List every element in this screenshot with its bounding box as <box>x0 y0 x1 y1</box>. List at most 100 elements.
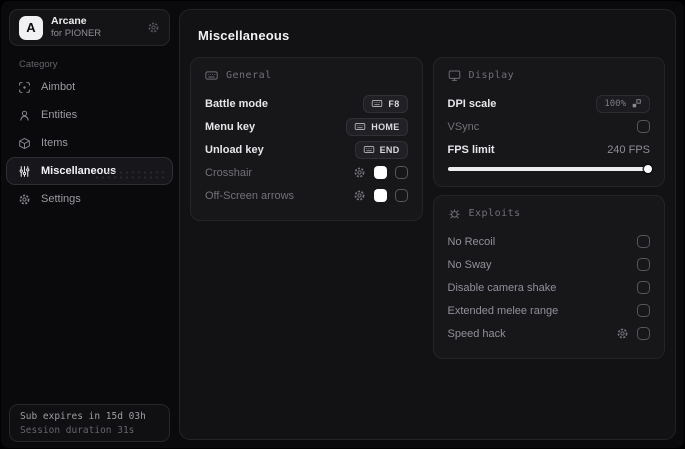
setting-row: Crosshair <box>205 161 408 184</box>
app-logo: A <box>19 15 43 40</box>
gear-icon[interactable] <box>353 189 366 202</box>
setting-controls <box>637 235 650 248</box>
display-panel: Display DPI scale 100% VSync F <box>432 57 665 187</box>
checkbox[interactable] <box>637 258 650 271</box>
scale-icon <box>631 98 642 109</box>
keybind-button[interactable]: END <box>354 140 408 159</box>
gear-icon[interactable] <box>147 21 160 34</box>
box-icon <box>18 137 31 150</box>
checkbox[interactable] <box>637 327 650 340</box>
checkbox[interactable] <box>637 304 650 317</box>
sidebar-item-entities[interactable]: Entities <box>6 101 173 129</box>
setting-controls: END <box>354 140 408 159</box>
subscription-status-card: Sub expires in 15d 03h Session duration … <box>9 404 170 442</box>
dpi-scale-value: 100% <box>604 98 626 109</box>
sidebar-item-aimbot[interactable]: Aimbot <box>6 73 173 101</box>
sliders-icon <box>18 165 31 178</box>
fps-slider-knob[interactable] <box>644 164 652 173</box>
keybind-button[interactable]: HOME <box>346 117 408 136</box>
vsync-checkbox[interactable] <box>637 120 650 133</box>
app-logo-card: A Arcane for PIONER <box>9 9 170 46</box>
keybind-label: F8 <box>388 98 400 109</box>
page-title: Miscellaneous <box>198 28 290 43</box>
right-column: Display DPI scale 100% VSync F <box>432 57 665 359</box>
sidebar-item-label: Settings <box>41 193 81 205</box>
fps-limit-value: 240 FPS <box>607 143 650 156</box>
setting-controls <box>637 304 650 317</box>
setting-row: No Recoil <box>447 230 650 253</box>
setting-row: Battle mode F8 <box>205 92 408 115</box>
color-swatch[interactable] <box>373 189 387 202</box>
setting-controls <box>637 258 650 271</box>
sidebar-item-label: Miscellaneous <box>41 165 117 177</box>
sidebar-item-label: Items <box>41 137 68 149</box>
monitor-icon <box>448 69 461 82</box>
keybind-button[interactable]: F8 <box>363 94 408 113</box>
checkbox[interactable] <box>394 166 408 179</box>
dpi-scale-row: DPI scale 100% <box>448 92 650 115</box>
fps-slider-fill <box>447 164 652 173</box>
setting-label: FPS limit <box>447 143 495 156</box>
general-rows: Battle mode F8 Menu key HOME Unload key END Cr… <box>205 92 408 207</box>
sub-expires-text: Sub expires in 15d 03h <box>20 411 146 422</box>
checkbox[interactable] <box>637 281 650 294</box>
sidebar-item-settings[interactable]: Settings <box>6 185 173 213</box>
color-swatch[interactable] <box>373 166 387 179</box>
sidebar: A Arcane for PIONER Category Aimbot Entit… <box>1 1 178 448</box>
entities-icon <box>18 109 31 122</box>
bug-icon <box>448 207 461 220</box>
setting-row: Speed hack <box>447 322 650 345</box>
app-title-block: Arcane for PIONER <box>51 15 139 40</box>
gear-icon <box>18 193 31 206</box>
fps-slider-track[interactable] <box>447 164 652 173</box>
keyboard-icon <box>354 121 366 132</box>
vsync-row: VSync <box>448 115 650 138</box>
sidebar-item-items[interactable]: Items <box>6 129 173 157</box>
panel-columns: General Battle mode F8 Menu key HOME Unload … <box>190 57 665 359</box>
general-panel: General Battle mode F8 Menu key HOME Unload … <box>190 57 423 221</box>
setting-controls <box>616 327 650 340</box>
fps-limit-row: FPS limit 240 FPS <box>448 138 651 161</box>
keyboard-icon <box>205 69 218 82</box>
app-name: Arcane <box>51 15 87 27</box>
keyboard-icon <box>363 144 375 155</box>
sidebar-item-label: Aimbot <box>41 81 76 93</box>
panel-title: General <box>226 70 272 81</box>
checkbox[interactable] <box>394 189 408 202</box>
setting-row: Extended melee range <box>447 299 650 322</box>
app-subtitle: for PIONER <box>51 28 102 40</box>
setting-label: Menu key <box>205 120 256 133</box>
setting-row: No Sway <box>447 253 650 276</box>
exploits-panel: Exploits No Recoil No Sway Disable camera … <box>432 195 665 359</box>
setting-label: Unload key <box>205 143 264 156</box>
keyboard-icon <box>371 98 383 109</box>
exploits-panel-header: Exploits <box>448 207 651 220</box>
setting-label: No Recoil <box>447 235 496 248</box>
scan-icon <box>18 81 31 94</box>
sidebar-item-label: Entities <box>41 109 78 121</box>
checkbox[interactable] <box>637 235 650 248</box>
setting-controls <box>353 166 408 179</box>
panel-title: Exploits <box>468 208 521 219</box>
setting-row: Menu key HOME <box>205 115 408 138</box>
setting-label: No Sway <box>447 258 492 271</box>
setting-label: Off-Screen arrows <box>205 189 295 202</box>
setting-label: Disable camera shake <box>447 281 557 294</box>
setting-controls: HOME <box>346 117 408 136</box>
sidebar-nav: Aimbot Entities Items Miscellaneous Settings <box>6 73 173 213</box>
left-column: General Battle mode F8 Menu key HOME Unload … <box>190 57 423 221</box>
sidebar-item-miscellaneous[interactable]: Miscellaneous <box>6 157 173 185</box>
gear-icon[interactable] <box>616 327 629 340</box>
fps-slider[interactable] <box>447 164 652 173</box>
general-panel-header: General <box>205 69 408 82</box>
keybind-label: END <box>379 144 400 155</box>
setting-label: Extended melee range <box>447 304 559 317</box>
setting-controls <box>353 189 408 202</box>
gear-icon[interactable] <box>353 166 366 179</box>
dpi-scale-button[interactable]: 100% <box>596 94 650 113</box>
setting-label: Speed hack <box>447 327 506 340</box>
setting-controls <box>637 281 650 294</box>
panel-title: Display <box>468 70 515 81</box>
setting-label: Battle mode <box>205 97 268 110</box>
